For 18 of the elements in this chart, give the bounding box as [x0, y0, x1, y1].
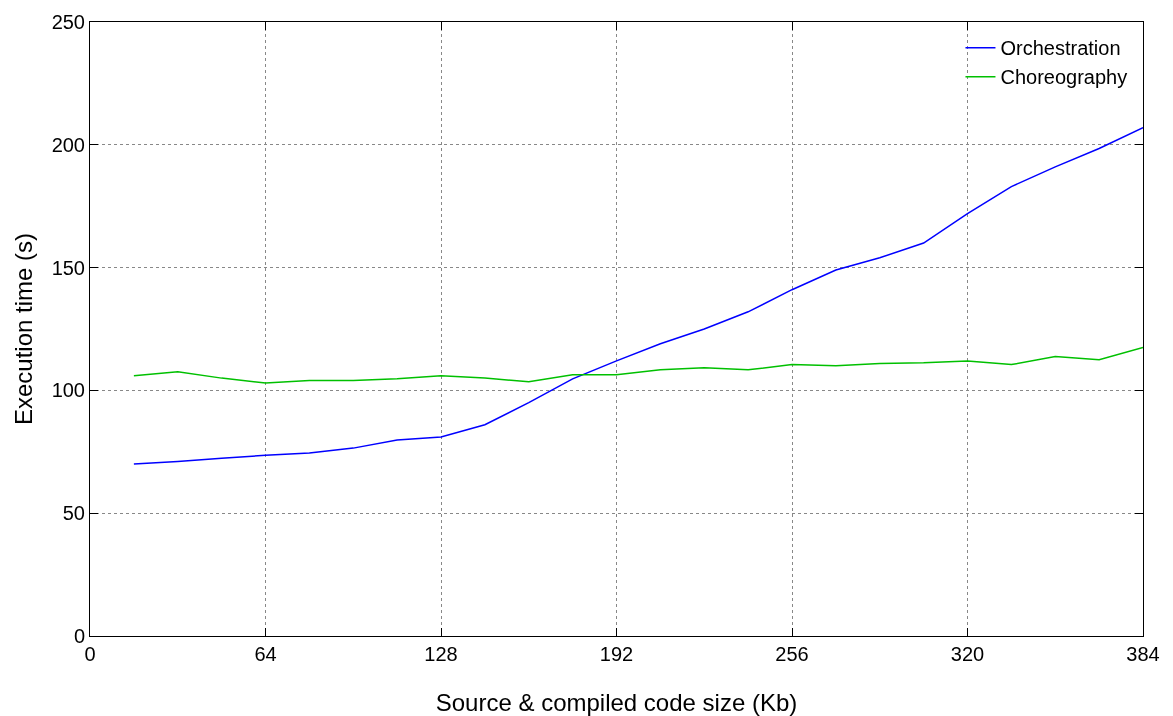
x-tick-label: 256: [775, 643, 809, 665]
x-tick-label: 128: [424, 643, 458, 665]
line-series: [133, 126, 1143, 465]
y-tick-label: 100: [51, 379, 85, 402]
x-tick-label: 320: [950, 643, 985, 665]
legend-label: Choreography: [1000, 66, 1128, 89]
y-tick-label: 50: [62, 502, 85, 525]
legend-label: Orchestration: [1000, 37, 1121, 60]
y-axis-title: Execution time (s): [10, 232, 37, 426]
y-tick-label: 250: [51, 11, 85, 33]
y-tick-label: 150: [51, 256, 85, 279]
x-axis-title: Source & compiled code size (Kb): [435, 689, 798, 716]
x-tick-label: 384: [1126, 643, 1160, 665]
y-tick-label: 200: [51, 133, 85, 156]
x-tick-label: 192: [599, 643, 634, 665]
x-tick-label: 64: [254, 643, 277, 665]
y-tick-label: 0: [73, 625, 85, 647]
line-series: [133, 346, 1143, 384]
